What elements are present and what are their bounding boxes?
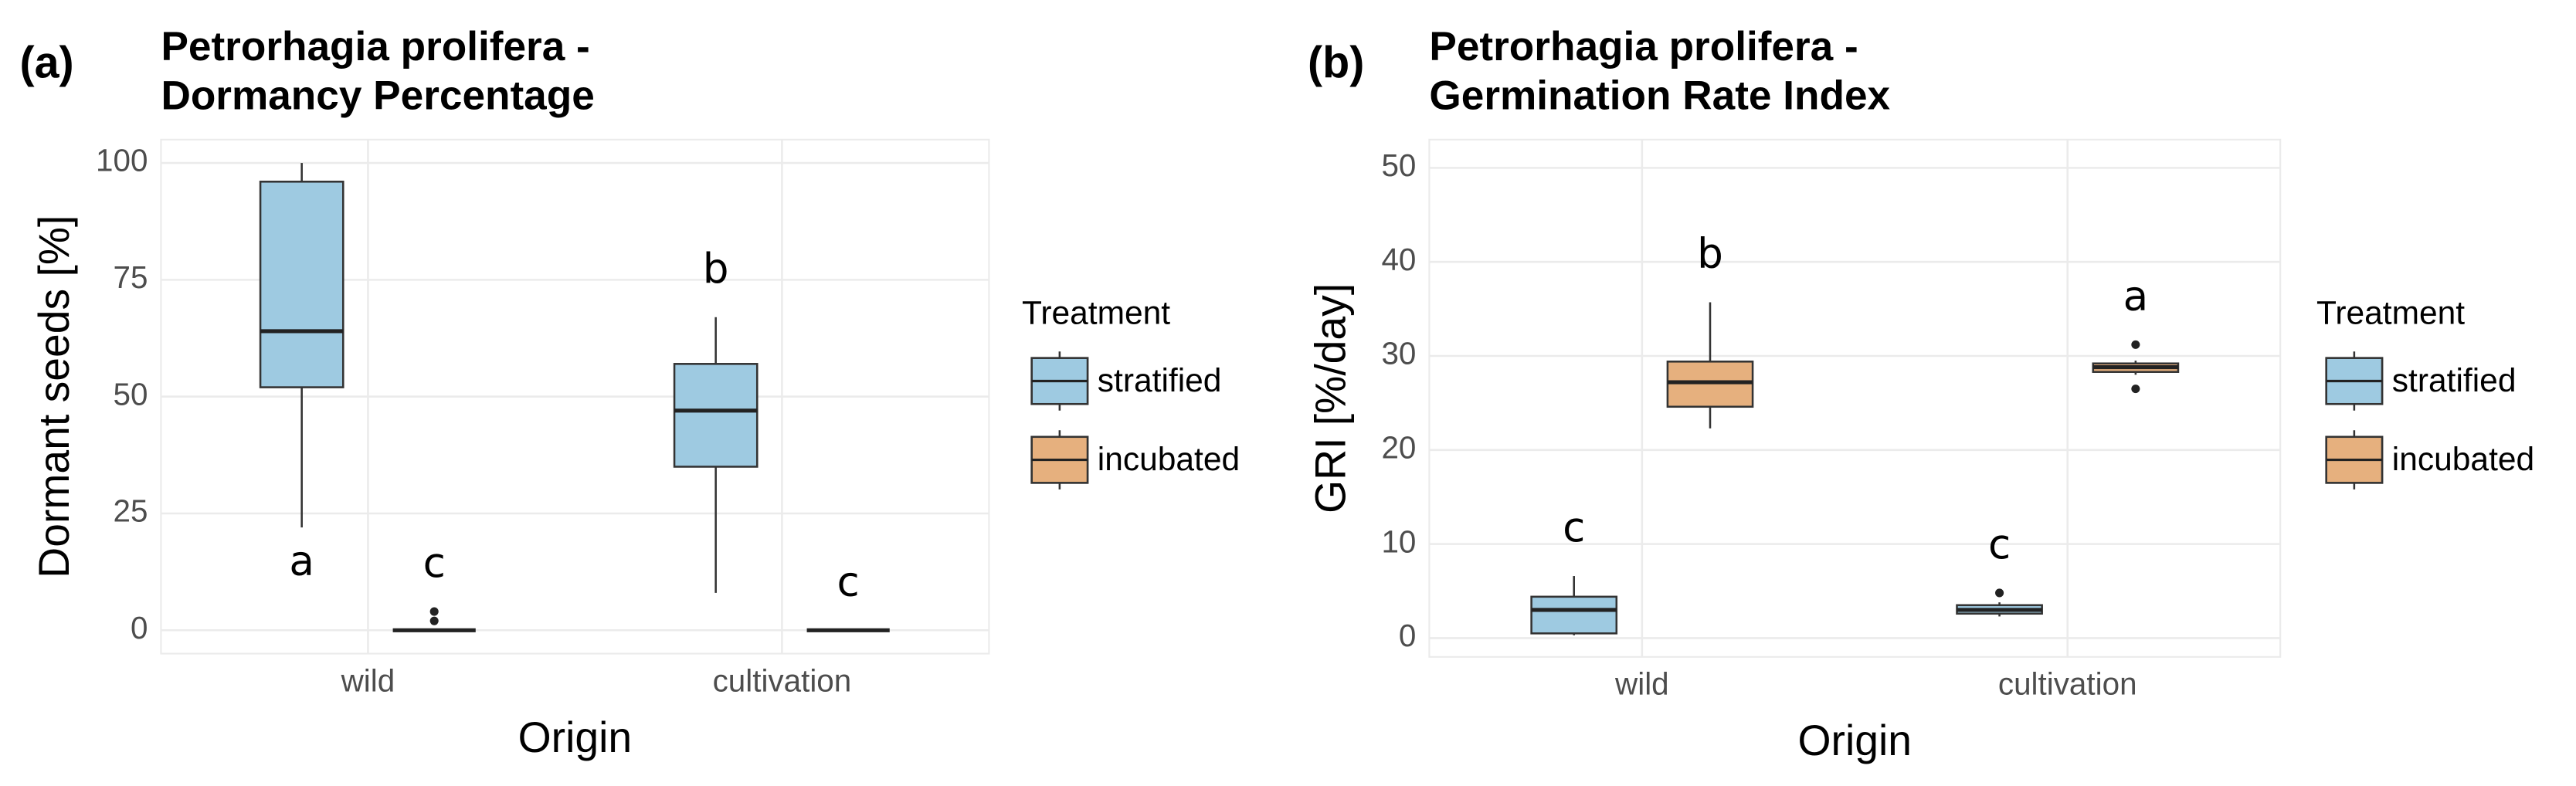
- x-tick-label: cultivation: [713, 662, 852, 698]
- y-tick-label: 25: [113, 493, 148, 529]
- legend-label: incubated: [2392, 441, 2534, 478]
- y-axis-label: Dormant seeds [%]: [30, 215, 78, 578]
- significance-letter: b: [703, 245, 729, 293]
- x-tick-label: cultivation: [1998, 666, 2137, 702]
- x-tick-label: wild: [1614, 666, 1669, 702]
- y-axis-label: GRI [%/day]: [1307, 283, 1355, 513]
- legend-title: Treatment: [2316, 295, 2465, 332]
- panel: (a) Petrorhagia prolifera -Dormancy Perce…: [20, 24, 1240, 761]
- chart-title: Petrorhagia prolifera -: [1429, 24, 1858, 69]
- y-tick-label: 0: [1399, 618, 1416, 653]
- significance-letter: c: [1988, 520, 2011, 568]
- panel-label: (b): [1308, 38, 1364, 87]
- chart-title: Petrorhagia prolifera -: [161, 24, 589, 69]
- x-tick-label: wild: [341, 662, 395, 698]
- legend-label: stratified: [2392, 362, 2517, 399]
- panel: (b) Petrorhagia prolifera -Germination Ra…: [1307, 24, 2535, 764]
- outlier: [429, 616, 439, 625]
- x-axis-label: Origin: [1798, 717, 1912, 764]
- panel-label: (a): [20, 38, 74, 87]
- legend-label: stratified: [1098, 362, 1222, 399]
- y-tick-label: 0: [131, 610, 148, 645]
- outlier: [2131, 340, 2140, 349]
- y-tick-label: 50: [1381, 147, 1416, 183]
- y-tick-label: 10: [1381, 523, 1416, 559]
- box: [1530, 595, 1618, 635]
- outlier: [2131, 385, 2140, 394]
- legend-title: Treatment: [1022, 295, 1170, 332]
- y-tick-label: 30: [1381, 336, 1416, 371]
- significance-letter: a: [289, 537, 314, 585]
- y-tick-label: 75: [113, 259, 148, 295]
- outlier: [1995, 588, 2004, 598]
- chart-title: Dormancy Percentage: [161, 73, 594, 119]
- box: [259, 181, 344, 388]
- significance-letter: c: [1563, 503, 1585, 551]
- significance-letter: c: [423, 539, 446, 587]
- y-tick-label: 20: [1381, 429, 1416, 465]
- x-axis-label: Origin: [518, 713, 632, 761]
- y-tick-label: 40: [1381, 242, 1416, 277]
- y-tick-label: 50: [113, 376, 148, 412]
- chart-title: Germination Rate Index: [1429, 73, 1890, 119]
- significance-letter: c: [837, 557, 860, 605]
- outlier: [429, 607, 439, 616]
- significance-letter: b: [1697, 230, 1723, 278]
- significance-letter: a: [2123, 272, 2149, 320]
- legend-label: incubated: [1098, 441, 1240, 478]
- y-tick-label: 100: [96, 143, 148, 178]
- plot-border: [1428, 138, 2282, 658]
- plot-border: [160, 138, 990, 655]
- box: [673, 363, 759, 468]
